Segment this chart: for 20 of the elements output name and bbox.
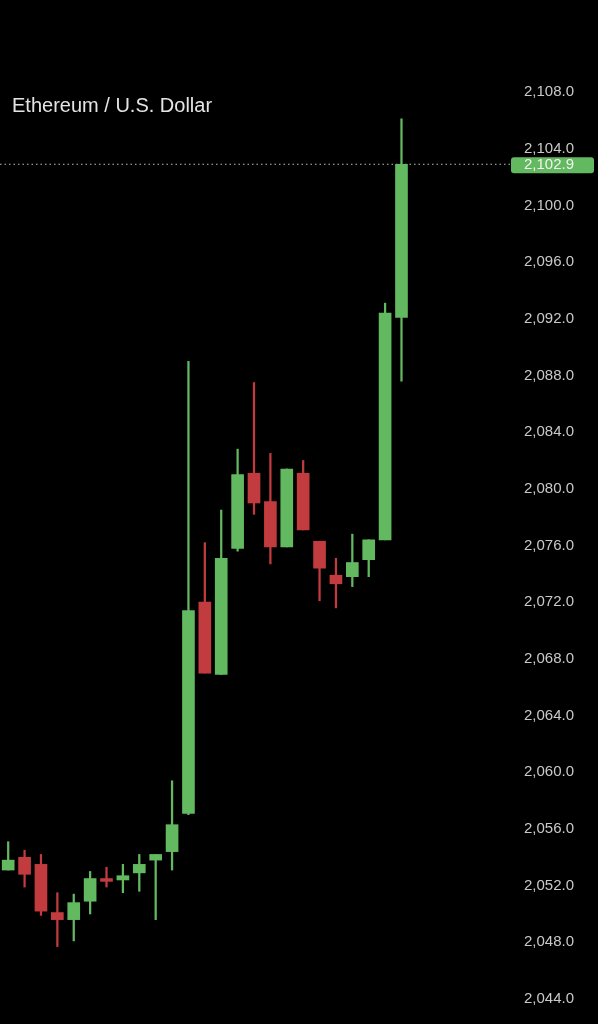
y-tick-label: 2,048.0: [524, 932, 575, 950]
y-tick-label: 2,056.0: [524, 819, 575, 837]
y-tick-label: 2,096.0: [524, 252, 575, 270]
y-tick-label: 2,072.0: [524, 592, 575, 610]
y-tick-label: 2,104.0: [524, 138, 575, 156]
y-tick-label: 2,044.0: [524, 989, 575, 1007]
y-tick-label: 2,076.0: [524, 535, 575, 553]
y-tick-label: 2,060.0: [524, 762, 575, 780]
y-tick-label: 2,052.0: [524, 875, 575, 893]
y-tick-label: 2,068.0: [524, 649, 575, 667]
y-tick-label: 2,100.0: [524, 195, 575, 213]
y-tick-label: 2,064.0: [524, 705, 575, 723]
y-tick-label: 2,088.0: [524, 365, 575, 383]
y-tick-label: 2,084.0: [524, 422, 575, 440]
ref-line-label: 2,102.9: [524, 155, 575, 173]
y-tick-label: 2,080.0: [524, 478, 575, 496]
y-tick-label: 2,108.0: [524, 82, 575, 100]
chart-title: Ethereum / U.S. Dollar: [12, 94, 213, 117]
candlestick: [100, 866, 113, 888]
y-tick-label: 2,092.0: [524, 308, 575, 326]
